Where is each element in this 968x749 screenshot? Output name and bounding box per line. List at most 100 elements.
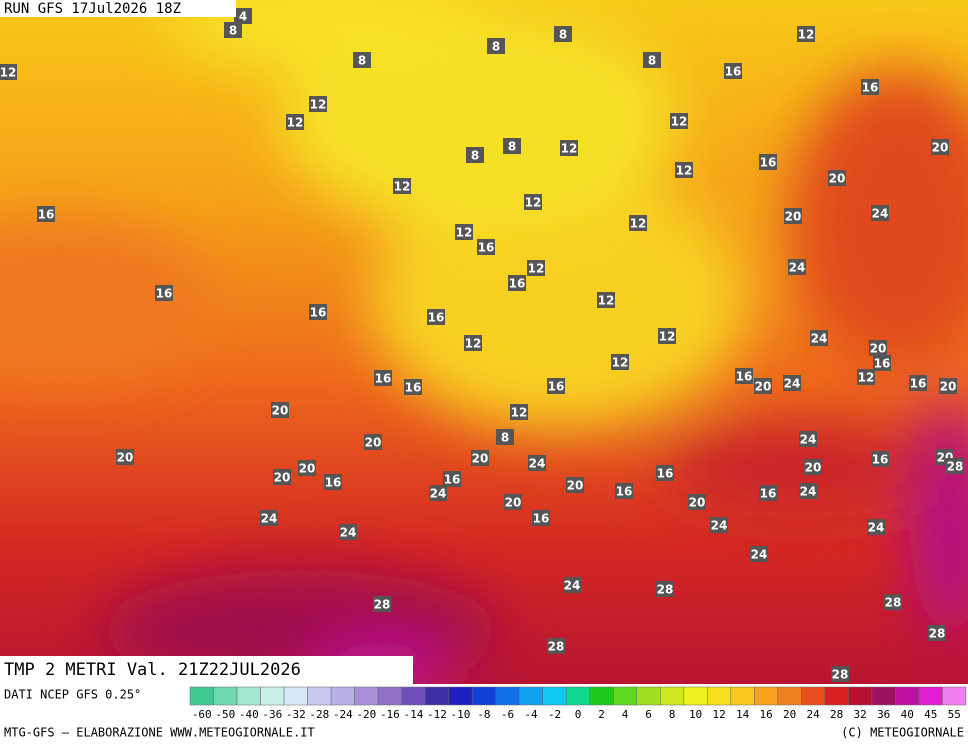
contour-label: 20 [804,459,822,475]
colorbar-tick-label: 10 [689,708,702,721]
label-text: 24 [800,433,817,447]
colorbar-tick-label: 45 [924,708,937,721]
label-box [547,378,565,394]
color-swatch [307,686,332,706]
label-box [629,215,647,231]
colorbar-tick-label: 14 [736,708,750,721]
label-text: 20 [567,479,584,493]
label-box [547,638,565,654]
label-text: 20 [274,471,291,485]
color-swatch [613,686,638,706]
label-text: 28 [374,598,391,612]
label-box [615,483,633,499]
label-text: 12 [511,406,528,420]
color-swatch [283,686,308,706]
colorbar-tick-label: -16 [380,708,400,721]
color-swatch [330,686,355,706]
label-text: 16 [38,208,55,222]
color-swatch [848,686,873,706]
label-box [799,483,817,499]
colorbar-tick-label: -50 [215,708,235,721]
label-box [566,477,584,493]
label-box [799,431,817,447]
label-text: 20 [940,380,957,394]
label-text: 28 [548,640,565,654]
label-box [928,625,946,641]
label-text: 16 [760,156,777,170]
label-box [339,524,357,540]
contour-label: 20 [931,139,949,155]
contour-label: 20 [273,469,291,485]
label-box [466,147,484,163]
label-box [909,375,927,391]
contour-label: 4 [234,8,252,24]
contour-label: 16 [532,510,550,526]
label-text: 28 [885,596,902,610]
label-text: 20 [472,452,489,466]
label-box [309,96,327,112]
color-swatch [213,686,238,706]
contour-label: 20 [688,494,706,510]
contour-label: 20 [754,378,772,394]
label-text: 16 [325,476,342,490]
contour-label: 12 [675,162,693,178]
label-box [298,460,316,476]
label-box [871,451,889,467]
contour-label: 28 [884,594,902,610]
label-text: 12 [798,28,815,42]
label-box [871,205,889,221]
label-text: 12 [671,115,688,129]
label-text: 24 [711,519,728,533]
label-text: 16 [616,485,633,499]
colorbar-tick-label: 4 [622,708,629,721]
label-text: 20 [805,461,822,475]
label-text: 12 [528,262,545,276]
colorbar-tick-label: 36 [877,708,890,721]
label-box [524,194,542,210]
colorbar-tick-label: 55 [948,708,961,721]
label-text: 24 [261,512,278,526]
color-swatch [565,686,591,706]
color-swatch [942,686,967,706]
contour-label: 16 [404,379,422,395]
label-text: 28 [832,668,849,682]
label-box [931,139,949,155]
label-box [429,485,447,501]
contour-label: 20 [939,378,957,394]
label-box [670,113,688,129]
contour-label: 20 [364,434,382,450]
color-swatch [777,686,802,706]
label-text: 24 [872,207,889,221]
label-box [946,458,964,474]
contour-label: 20 [566,477,584,493]
colorbar-tick-label: -24 [333,708,353,721]
color-swatch [542,686,567,706]
label-box [224,22,242,38]
label-text: 16 [874,357,891,371]
contour-label: 24 [750,546,768,562]
label-text: 8 [648,54,656,68]
contour-label: 16 [909,375,927,391]
label-box [750,546,768,562]
label-text: 20 [932,141,949,155]
temperature-field [0,0,968,684]
contour-label: 24 [528,455,546,471]
contour-label: 24 [260,510,278,526]
label-text: 16 [872,453,889,467]
label-text: 20 [272,404,289,418]
contour-label: 24 [871,205,889,221]
color-swatch [518,686,543,706]
contour-label: 24 [710,517,728,533]
label-text: 24 [868,521,885,535]
contour-label: 12 [670,113,688,129]
label-box [759,154,777,170]
contour-label: 12 [797,26,815,42]
label-box [393,178,411,194]
label-text: 16 [760,487,777,501]
contour-label: 8 [466,147,484,163]
contour-label: 16 [443,471,461,487]
label-text: 12 [287,116,304,130]
label-text: 12 [525,196,542,210]
contour-label: 20 [828,170,846,186]
contour-label: 16 [873,355,891,371]
